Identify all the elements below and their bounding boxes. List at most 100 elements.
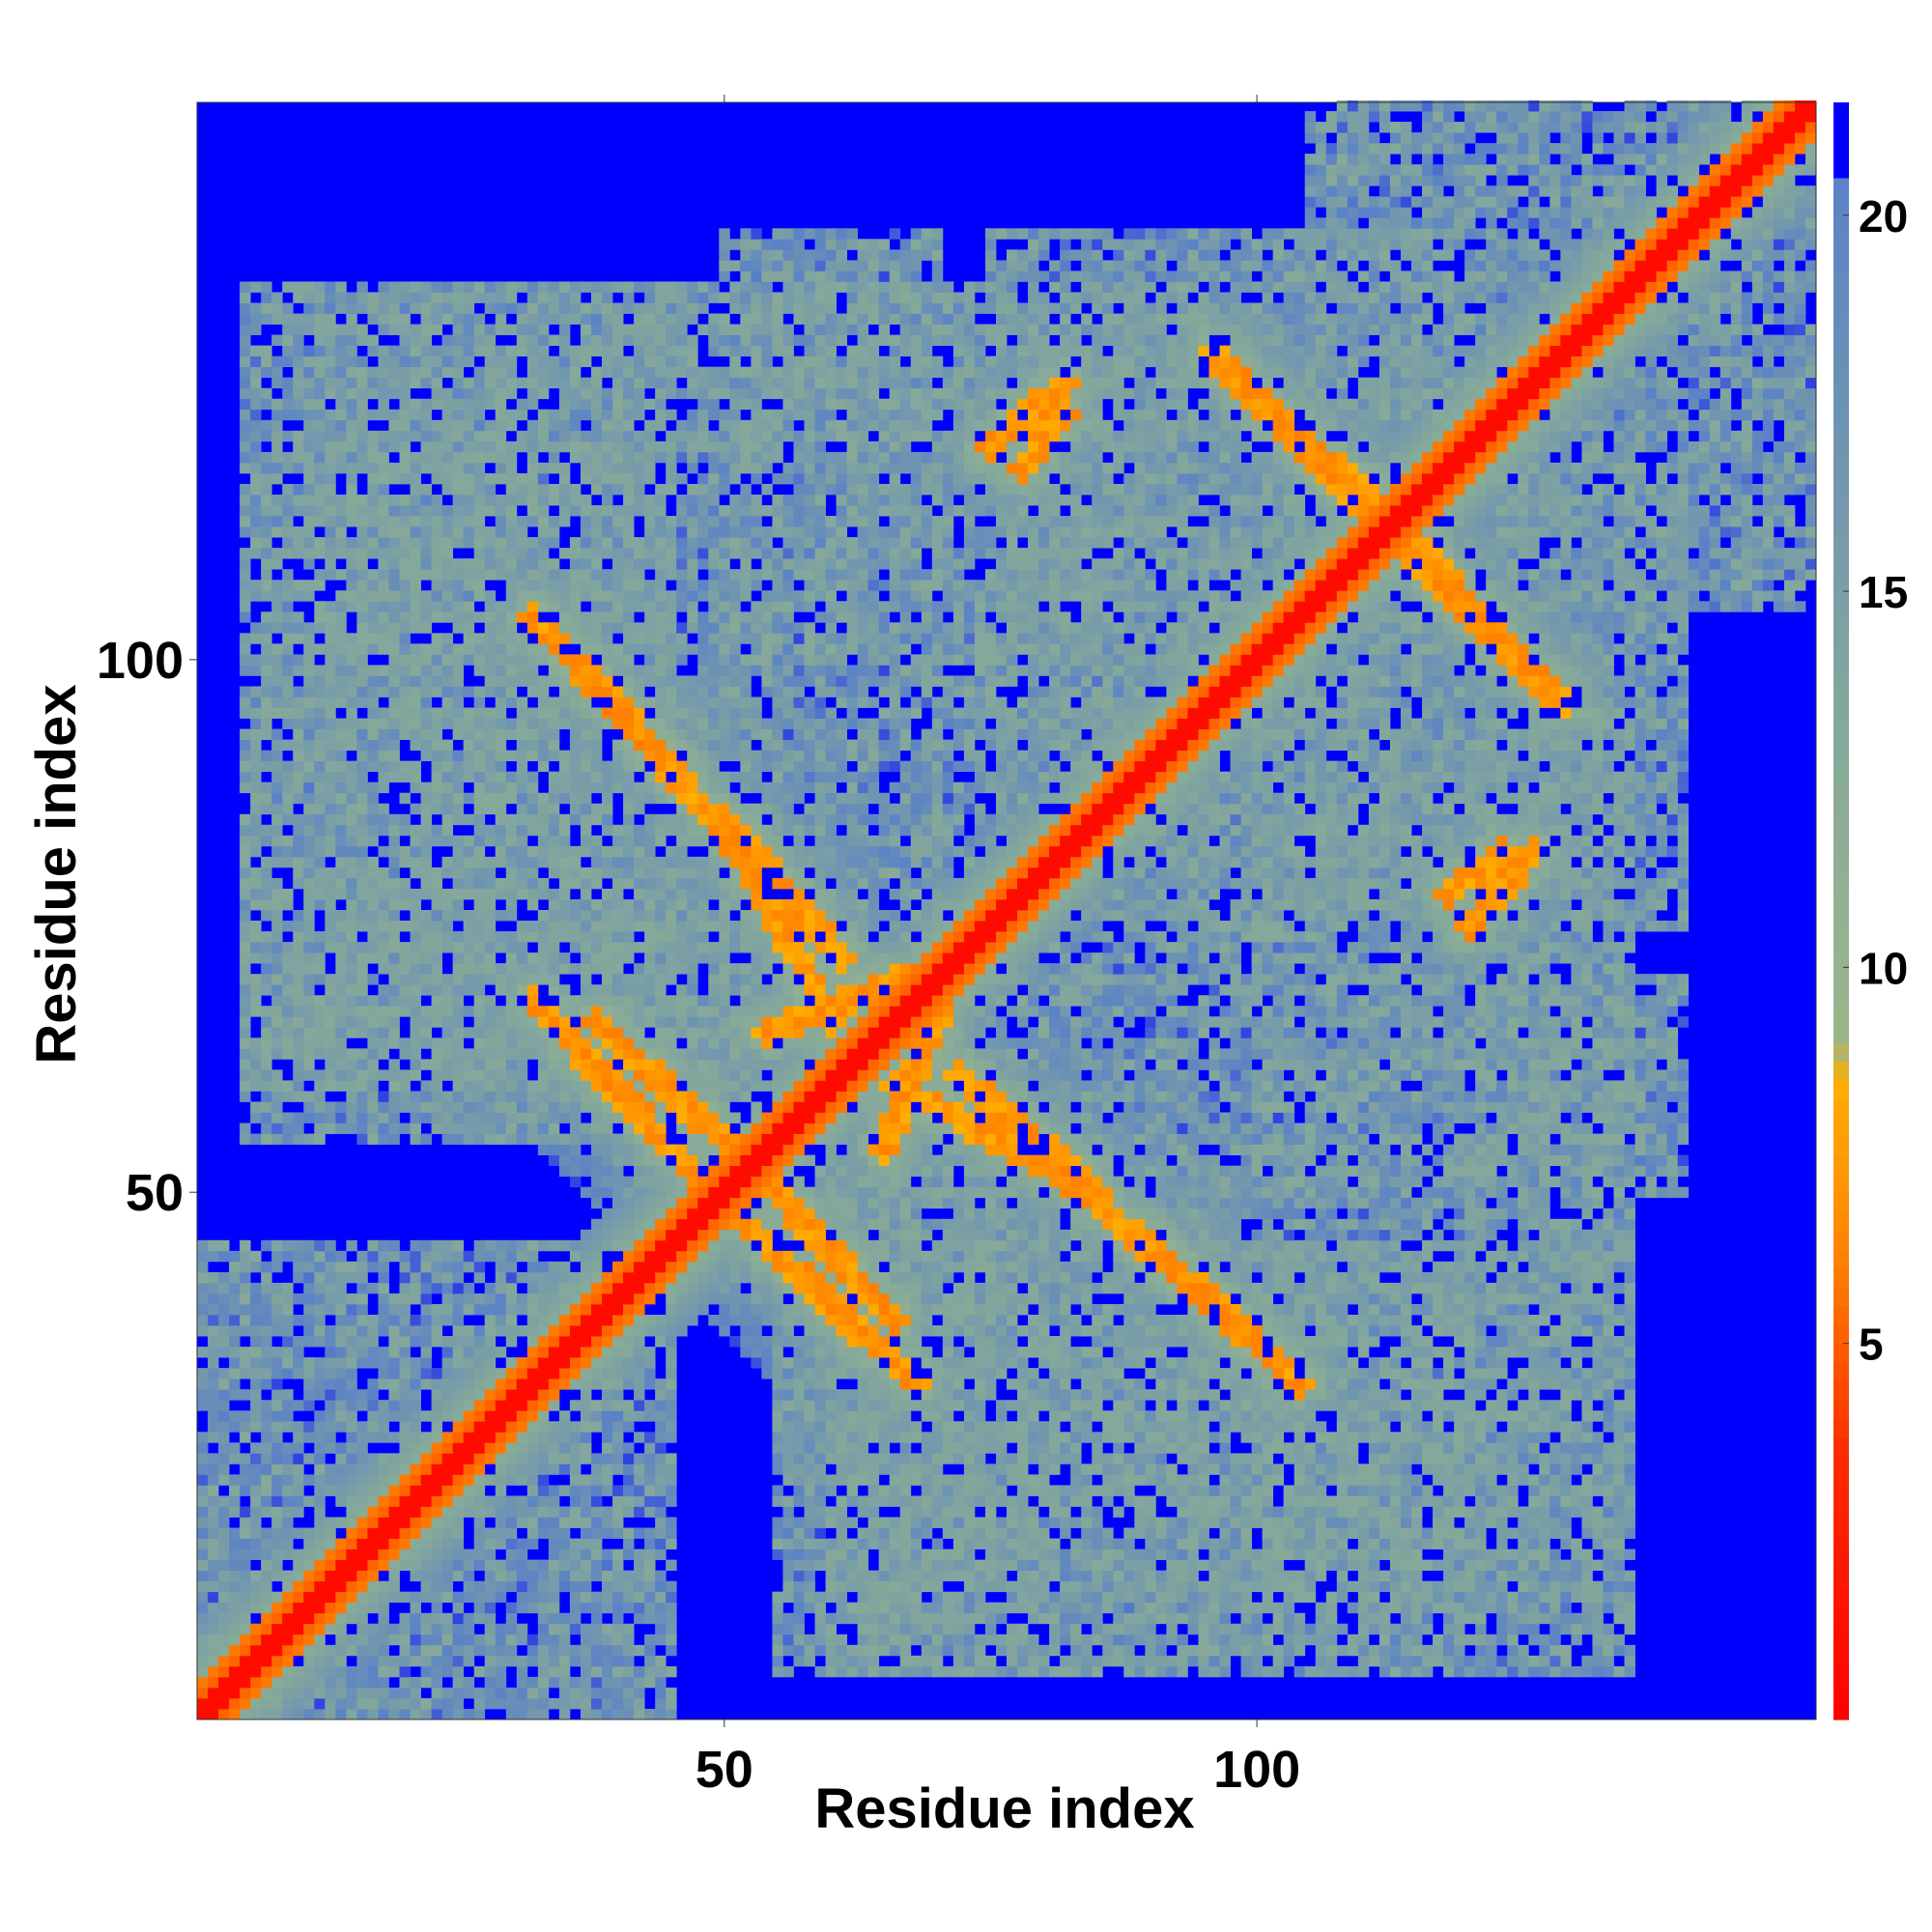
heatmap-cell — [452, 1006, 465, 1017]
heatmap-cell — [250, 313, 262, 325]
heatmap-cell — [495, 781, 507, 794]
heatmap-cell — [314, 771, 326, 783]
heatmap-cell — [314, 760, 326, 773]
heatmap-cell — [463, 1655, 475, 1667]
heatmap-cell — [378, 1347, 389, 1358]
heatmap-cell — [314, 952, 326, 964]
heatmap-cell — [282, 387, 294, 400]
heatmap-cell — [250, 1059, 262, 1070]
heatmap-cell — [602, 1229, 613, 1241]
heatmap-cell — [250, 526, 262, 538]
heatmap-cell — [399, 771, 411, 783]
heatmap-cell — [644, 1676, 656, 1689]
heatmap-cell — [420, 334, 432, 347]
heatmap-cell — [676, 622, 688, 634]
heatmap-cell — [473, 1410, 486, 1422]
heatmap-cell — [229, 1612, 241, 1625]
heatmap-cell — [516, 1303, 528, 1316]
heatmap-cell — [655, 974, 667, 985]
heatmap-cell — [612, 771, 624, 783]
heatmap-cell — [590, 984, 603, 996]
heatmap-cell — [655, 1517, 667, 1528]
heatmap-cell — [580, 1229, 592, 1241]
heatmap-cell — [558, 1527, 571, 1539]
heatmap-cell — [410, 1261, 421, 1273]
heatmap-cell — [431, 686, 443, 697]
heatmap-cell — [548, 558, 560, 570]
heatmap-cell — [612, 1400, 624, 1411]
heatmap-cell — [516, 1442, 528, 1454]
heatmap-cell — [367, 1517, 379, 1528]
heatmap-cell — [569, 398, 582, 411]
heatmap-cell — [346, 1080, 357, 1092]
heatmap-cell — [516, 324, 528, 335]
heatmap-cell — [367, 345, 379, 357]
heatmap-cell — [537, 430, 550, 442]
heatmap-cell — [356, 440, 368, 453]
heatmap-cell — [431, 419, 443, 432]
heatmap-cell — [569, 1176, 582, 1188]
heatmap-cell — [580, 835, 592, 847]
heatmap-cell — [473, 1389, 486, 1401]
heatmap-cell — [666, 1559, 677, 1572]
heatmap-cell — [644, 1080, 656, 1092]
heatmap-cell — [399, 1442, 411, 1454]
heatmap-cell — [335, 1069, 347, 1081]
heatmap-cell — [197, 1293, 209, 1305]
heatmap-cell — [548, 1463, 560, 1475]
heatmap-cell — [367, 611, 379, 623]
heatmap-cell — [634, 750, 645, 762]
heatmap-cell — [240, 548, 251, 559]
heatmap-cell — [537, 1421, 550, 1433]
heatmap-cell — [623, 580, 635, 591]
heatmap-cell — [558, 1080, 571, 1092]
heatmap-cell — [293, 1474, 304, 1486]
heatmap-cell — [420, 1261, 432, 1273]
heatmap-cell — [367, 1400, 379, 1411]
heatmap-cell — [463, 580, 475, 591]
heatmap-cell — [410, 771, 421, 783]
heatmap-cell — [346, 888, 357, 900]
heatmap-cell — [325, 1432, 336, 1443]
heatmap-cell — [484, 1559, 497, 1572]
heatmap-cell — [410, 1506, 421, 1518]
heatmap-cell — [580, 739, 592, 752]
heatmap-cell — [325, 888, 336, 900]
heatmap-cell — [218, 1239, 230, 1252]
heatmap-cell — [473, 1538, 486, 1549]
heatmap-cell — [303, 1495, 315, 1507]
heatmap-cell — [452, 1421, 465, 1433]
heatmap-cell — [537, 910, 550, 922]
heatmap-cell — [463, 1570, 475, 1582]
heatmap-cell — [495, 1421, 507, 1433]
heatmap-cell — [590, 1634, 603, 1646]
heatmap-cell — [218, 1347, 230, 1358]
heatmap-cell — [240, 1612, 251, 1625]
heatmap-cell — [240, 1708, 251, 1720]
heatmap-cell — [537, 601, 550, 612]
heatmap-cell — [548, 813, 560, 826]
heatmap-cell — [580, 760, 592, 773]
heatmap-cell — [463, 1282, 475, 1294]
heatmap-cell — [623, 1580, 635, 1593]
heatmap-cell — [410, 1495, 421, 1507]
heatmap-cell — [463, 558, 475, 570]
heatmap-cell — [569, 302, 582, 314]
heatmap-cell — [282, 1410, 294, 1422]
heatmap-cell — [484, 952, 497, 964]
heatmap-cell — [356, 781, 368, 794]
heatmap-cell — [452, 1474, 465, 1486]
heatmap-cell — [655, 1154, 667, 1167]
heatmap-cell — [282, 580, 294, 591]
heatmap-cell — [410, 1432, 421, 1443]
heatmap-cell — [526, 1303, 539, 1316]
heatmap-cell — [250, 1368, 262, 1379]
heatmap-cell — [687, 611, 698, 623]
heatmap-cell — [634, 1229, 645, 1241]
heatmap-cell — [602, 1325, 613, 1337]
heatmap-cell — [441, 548, 454, 559]
heatmap-cell — [452, 558, 465, 570]
heatmap-cell — [666, 1347, 677, 1358]
heatmap-cell — [271, 665, 283, 676]
heatmap-cell — [580, 1389, 592, 1401]
